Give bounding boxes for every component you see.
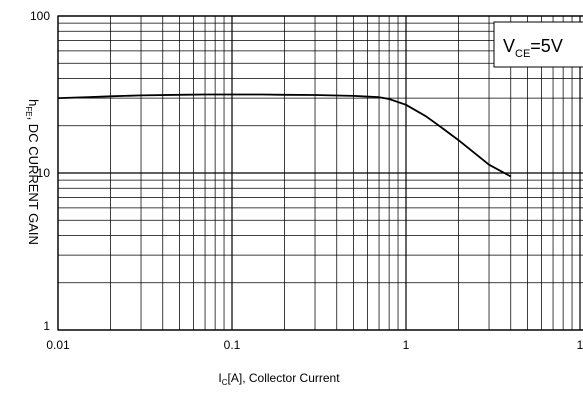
- x-tick-labels: 0.01 0.1 1 1: [46, 338, 583, 352]
- y-tick-label: 10: [37, 166, 51, 180]
- y-axis-label: hFE, DC CURRENT GAIN: [24, 99, 41, 245]
- annotation-subscript: CE: [515, 48, 530, 60]
- y-axis-label-symbol: h: [26, 99, 41, 106]
- condition-annotation: VCE=5V: [493, 21, 583, 68]
- annotation-text: VCE=5V: [503, 36, 563, 60]
- annotation-symbol: V: [503, 36, 515, 56]
- y-tick-label: 100: [30, 9, 50, 23]
- y-tick-labels: 1 10 100: [30, 9, 50, 333]
- x-tick-label: 0.01: [46, 338, 70, 352]
- y-axis-label-text: , DC CURRENT GAIN: [26, 117, 41, 245]
- y-axis-label-subscript: FE: [24, 106, 33, 116]
- annotation-box: [493, 21, 583, 68]
- x-axis-label: IC[A], Collector Current: [218, 371, 340, 387]
- annotation-value: =5V: [530, 36, 563, 56]
- plot-area-frame: [57, 15, 583, 331]
- series-hfe-curve: [57, 93, 512, 178]
- x-axis-label-subscript: C: [222, 378, 228, 387]
- x-tick-label: 0.1: [224, 338, 241, 352]
- x-tick-label: 1: [577, 338, 583, 352]
- y-tick-label: 1: [43, 319, 50, 333]
- x-axis-label-text: [A], Collector Current: [228, 371, 341, 385]
- x-axis-label-symbol: I: [218, 371, 221, 385]
- x-tick-label: 1: [403, 338, 410, 352]
